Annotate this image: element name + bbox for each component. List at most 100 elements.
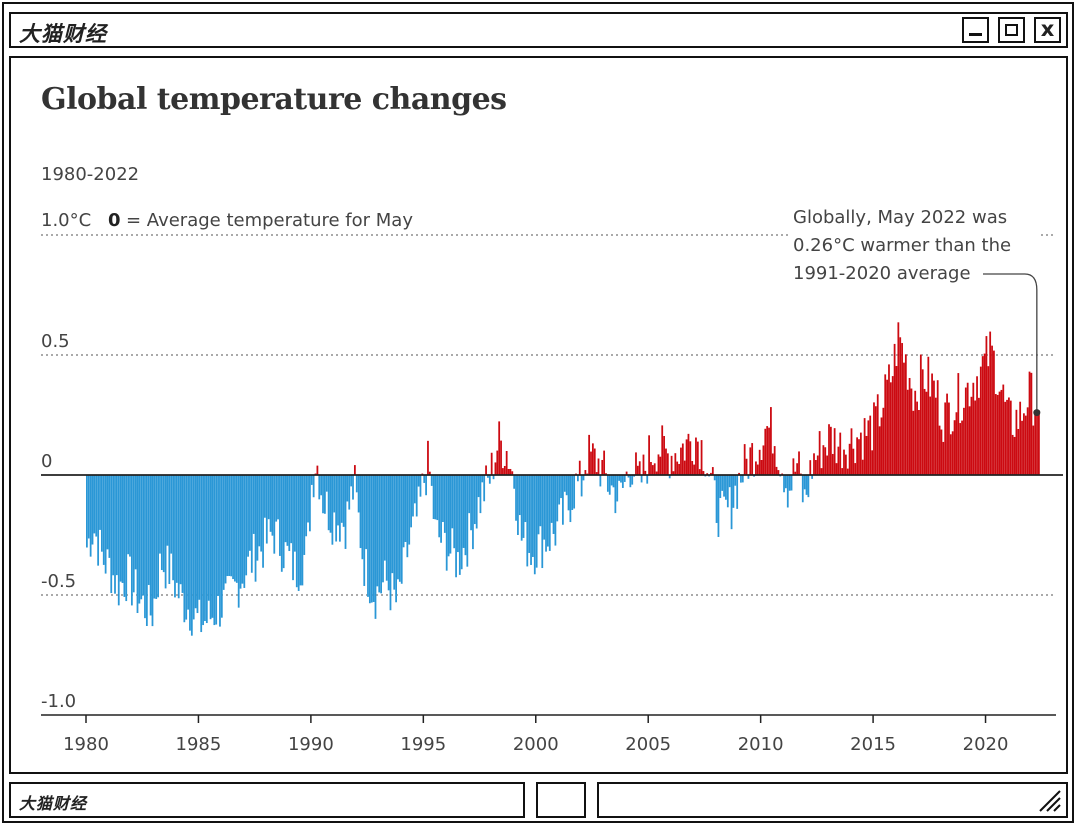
bar	[410, 475, 412, 528]
bar	[680, 447, 682, 475]
bar	[792, 458, 795, 475]
bar	[1034, 411, 1037, 475]
bar	[650, 462, 652, 475]
bar	[241, 475, 244, 584]
bar	[205, 475, 208, 624]
bar	[432, 475, 435, 519]
bar	[181, 475, 184, 593]
bar	[361, 475, 364, 560]
bar	[533, 475, 536, 575]
bar	[335, 475, 338, 542]
bar	[976, 376, 978, 475]
bar	[839, 432, 842, 475]
bar	[719, 475, 722, 499]
bar	[228, 475, 231, 576]
bar	[979, 366, 982, 475]
maximize-button[interactable]	[998, 17, 1025, 43]
bar	[899, 337, 902, 475]
bar	[436, 475, 439, 521]
bar	[256, 475, 259, 561]
bar	[681, 443, 684, 475]
bar	[264, 475, 266, 518]
bars	[86, 322, 1040, 636]
bar	[790, 475, 793, 491]
bar	[768, 427, 770, 475]
status-panel	[597, 782, 1068, 818]
bar	[453, 475, 456, 549]
bar	[528, 475, 531, 553]
bar	[550, 475, 553, 523]
bar	[869, 415, 872, 475]
bar	[247, 475, 249, 557]
status-label: 大猫财经	[19, 794, 88, 813]
bar	[207, 475, 210, 601]
bar	[775, 466, 778, 475]
bar	[1009, 400, 1012, 475]
bar	[732, 475, 735, 508]
bar	[157, 475, 159, 598]
bar	[646, 475, 649, 484]
bar	[297, 475, 300, 591]
bar	[886, 379, 888, 475]
bar	[908, 377, 911, 475]
bar	[893, 343, 896, 475]
bar	[736, 475, 739, 509]
bar	[796, 463, 799, 475]
axes	[41, 474, 1063, 723]
close-button[interactable]: x	[1034, 17, 1061, 43]
bar	[393, 475, 396, 590]
bar	[824, 447, 827, 475]
bar	[464, 475, 467, 556]
bar	[878, 426, 881, 475]
bar	[614, 475, 617, 514]
bar	[638, 461, 641, 475]
bar	[1017, 428, 1020, 475]
bar	[370, 475, 373, 603]
bar	[955, 412, 958, 475]
bar	[944, 402, 947, 475]
annotation-bg	[789, 231, 1039, 257]
bar	[966, 382, 969, 475]
bar	[996, 394, 999, 475]
y-tick-label: 0	[41, 451, 52, 472]
bar	[183, 475, 186, 623]
status-box	[536, 782, 586, 818]
bar	[914, 390, 917, 475]
status-bar: 大猫财经	[9, 782, 525, 818]
bar	[972, 382, 975, 475]
bar	[843, 449, 845, 475]
bar	[912, 410, 915, 475]
bar	[889, 382, 892, 475]
x-tick-label: 1980	[63, 734, 109, 755]
bar	[196, 475, 199, 614]
bar	[385, 475, 388, 581]
bar	[698, 469, 701, 475]
bar	[884, 374, 887, 475]
bar	[758, 449, 761, 475]
resize-grip-icon[interactable]	[1036, 787, 1062, 813]
bar	[816, 455, 819, 475]
bar	[1028, 371, 1031, 475]
bar	[770, 407, 772, 475]
bar	[801, 475, 804, 503]
bar	[342, 475, 345, 527]
minimize-button[interactable]	[962, 17, 989, 43]
bar	[723, 475, 725, 497]
bar	[837, 446, 840, 475]
bar	[524, 475, 527, 523]
bar	[562, 475, 564, 525]
bar	[610, 475, 613, 486]
bar	[543, 475, 546, 540]
bar	[968, 406, 971, 475]
bar	[981, 356, 984, 475]
bar	[904, 354, 907, 475]
bar	[190, 475, 193, 636]
bar	[367, 475, 369, 597]
bar	[423, 475, 426, 483]
bar	[771, 453, 774, 475]
bar	[518, 475, 521, 516]
bar	[520, 475, 523, 541]
bar	[492, 475, 495, 480]
bar	[805, 475, 808, 495]
bar	[923, 388, 926, 475]
